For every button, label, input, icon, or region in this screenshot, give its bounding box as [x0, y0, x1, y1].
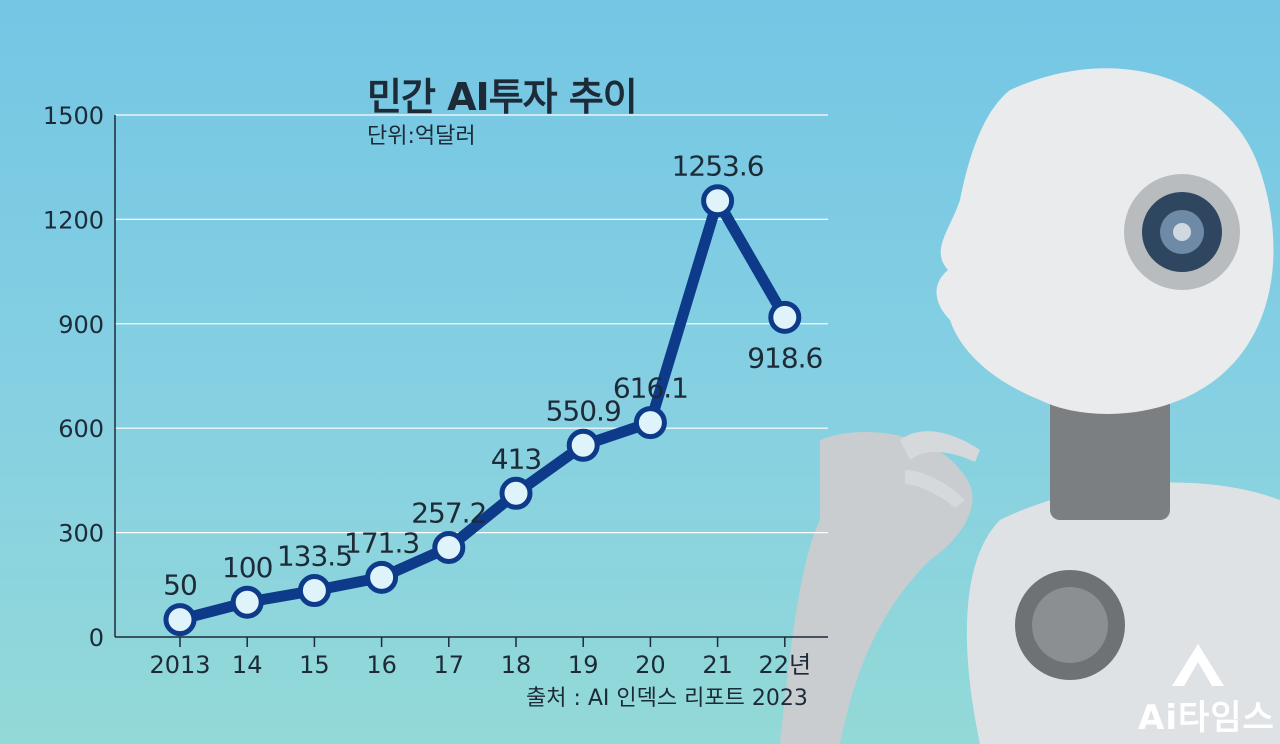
- y-tick-label: 600: [58, 415, 104, 443]
- x-tick-label: 19: [568, 651, 599, 679]
- x-tick-label: 16: [366, 651, 397, 679]
- y-tick-label: 0: [89, 624, 104, 652]
- y-tick-label: 1200: [43, 206, 104, 234]
- brand-logo-text: Ai타임스: [1138, 698, 1275, 738]
- x-tick-label: 15: [299, 651, 330, 679]
- x-tick-label: 20: [635, 651, 666, 679]
- data-label: 550.9: [546, 394, 621, 427]
- brand-logo-icon: [1172, 644, 1224, 686]
- x-tick-label: 22년: [758, 651, 811, 679]
- data-label: 133.5: [277, 540, 352, 573]
- data-point: [701, 184, 735, 218]
- data-point: [566, 428, 600, 462]
- data-point: [365, 560, 399, 594]
- y-tick-label: 900: [58, 311, 104, 339]
- data-points: [163, 184, 802, 637]
- x-tick-label: 17: [434, 651, 465, 679]
- data-label: 100: [222, 551, 272, 584]
- data-label: 257.2: [411, 496, 486, 529]
- data-point: [432, 530, 466, 564]
- data-label: 616.1: [613, 372, 688, 405]
- data-label: 1253.6: [672, 150, 764, 183]
- data-point: [297, 574, 331, 608]
- data-point: [768, 300, 802, 334]
- y-tick-label: 1500: [43, 102, 104, 130]
- data-label: 918.6: [747, 341, 822, 374]
- data-point: [499, 476, 533, 510]
- x-tick-label: 2013: [149, 651, 210, 679]
- x-tick-label: 21: [702, 651, 733, 679]
- data-point: [230, 585, 264, 619]
- x-tick-label: 14: [232, 651, 263, 679]
- x-axis: 2013 14 15 16 17 18 19 20 21 22년: [115, 636, 828, 679]
- data-point: [163, 603, 197, 637]
- x-tick-label: 18: [501, 651, 532, 679]
- robot-illustration: [780, 68, 1280, 744]
- series-line: [174, 195, 791, 626]
- chart-title: 민간 AI투자 추이: [367, 75, 638, 119]
- data-label: 171.3: [344, 526, 419, 559]
- data-label: 50: [163, 569, 197, 602]
- unit-label: 단위:억달러: [367, 124, 476, 149]
- source-label: 출처 : AI 인덱스 리포트 2023: [526, 686, 808, 711]
- y-tick-label: 300: [58, 520, 104, 548]
- data-point: [633, 406, 667, 440]
- data-label: 413: [491, 442, 541, 475]
- y-axis: 0 300 600 900 1200 1500: [43, 102, 116, 652]
- line-series: [174, 195, 791, 626]
